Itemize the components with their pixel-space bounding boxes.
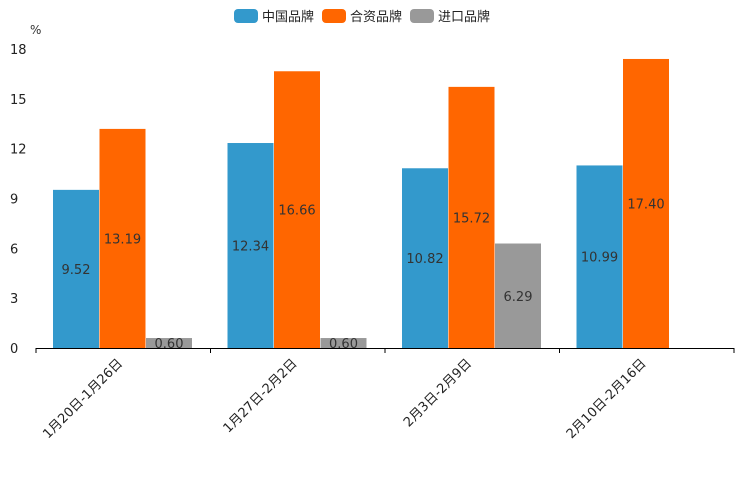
bar[interactable] — [495, 243, 541, 348]
y-tick-label: 6 — [10, 242, 18, 257]
legend-label: 合资品牌 — [350, 9, 402, 25]
legend-item[interactable]: 中国品牌 — [234, 9, 314, 25]
bar[interactable] — [53, 189, 99, 348]
bar[interactable] — [448, 86, 495, 348]
bar[interactable] — [274, 71, 320, 349]
y-tick-label: 0 — [10, 342, 18, 357]
bars: 9.52 13.19 0.60 12.34 16.66 0.60 10.82 15.72 6.2… — [53, 58, 669, 352]
data-label: 0.60 — [155, 337, 184, 352]
y-axis-label: % — [30, 23, 41, 37]
x-tick-label: 2月10日-2月16日 — [564, 356, 650, 442]
data-label: 13.19 — [104, 232, 141, 247]
bar[interactable] — [623, 58, 669, 348]
data-label: 10.82 — [406, 252, 443, 267]
y-axis: 0 3 6 9 12 15 18 — [10, 43, 27, 357]
y-tick-label: 3 — [10, 292, 18, 307]
data-label: 12.34 — [232, 240, 269, 255]
legend-item[interactable]: 进口品牌 — [410, 9, 490, 25]
bar[interactable] — [576, 165, 623, 348]
data-label: 16.66 — [278, 204, 315, 219]
legend-swatch — [234, 9, 258, 23]
legend-label: 进口品牌 — [438, 9, 490, 25]
bar[interactable] — [402, 168, 448, 348]
legend-swatch — [410, 9, 434, 23]
y-tick-label: 12 — [10, 143, 27, 158]
data-label: 0.60 — [329, 337, 358, 352]
data-label: 10.99 — [581, 251, 618, 266]
legend-swatch — [322, 9, 346, 23]
legend-label: 中国品牌 — [262, 9, 314, 25]
legend: 中国品牌 合资品牌 进口品牌 — [234, 9, 490, 25]
bar[interactable] — [227, 143, 274, 348]
legend-item[interactable]: 合资品牌 — [322, 9, 402, 25]
x-axis: 1月20日-1月26日 1月27日-2月2日 2月3日-2月9日 2月10日-2月16… — [35, 348, 735, 442]
x-tick-label: 1月20日-1月26日 — [40, 356, 126, 442]
y-tick-label: 9 — [10, 193, 18, 208]
data-label: 9.52 — [62, 263, 91, 278]
data-label: 6.29 — [504, 290, 533, 305]
bar[interactable] — [320, 338, 367, 348]
x-tick-label: 1月27日-2月2日 — [221, 356, 301, 436]
y-tick-label: 15 — [10, 93, 27, 108]
bar[interactable] — [146, 338, 192, 348]
x-tick-label: 2月3日-2月9日 — [401, 356, 475, 430]
data-label: 17.40 — [627, 197, 664, 212]
y-tick-label: 18 — [10, 43, 27, 58]
bar[interactable] — [99, 128, 146, 348]
data-label: 15.72 — [453, 211, 490, 226]
